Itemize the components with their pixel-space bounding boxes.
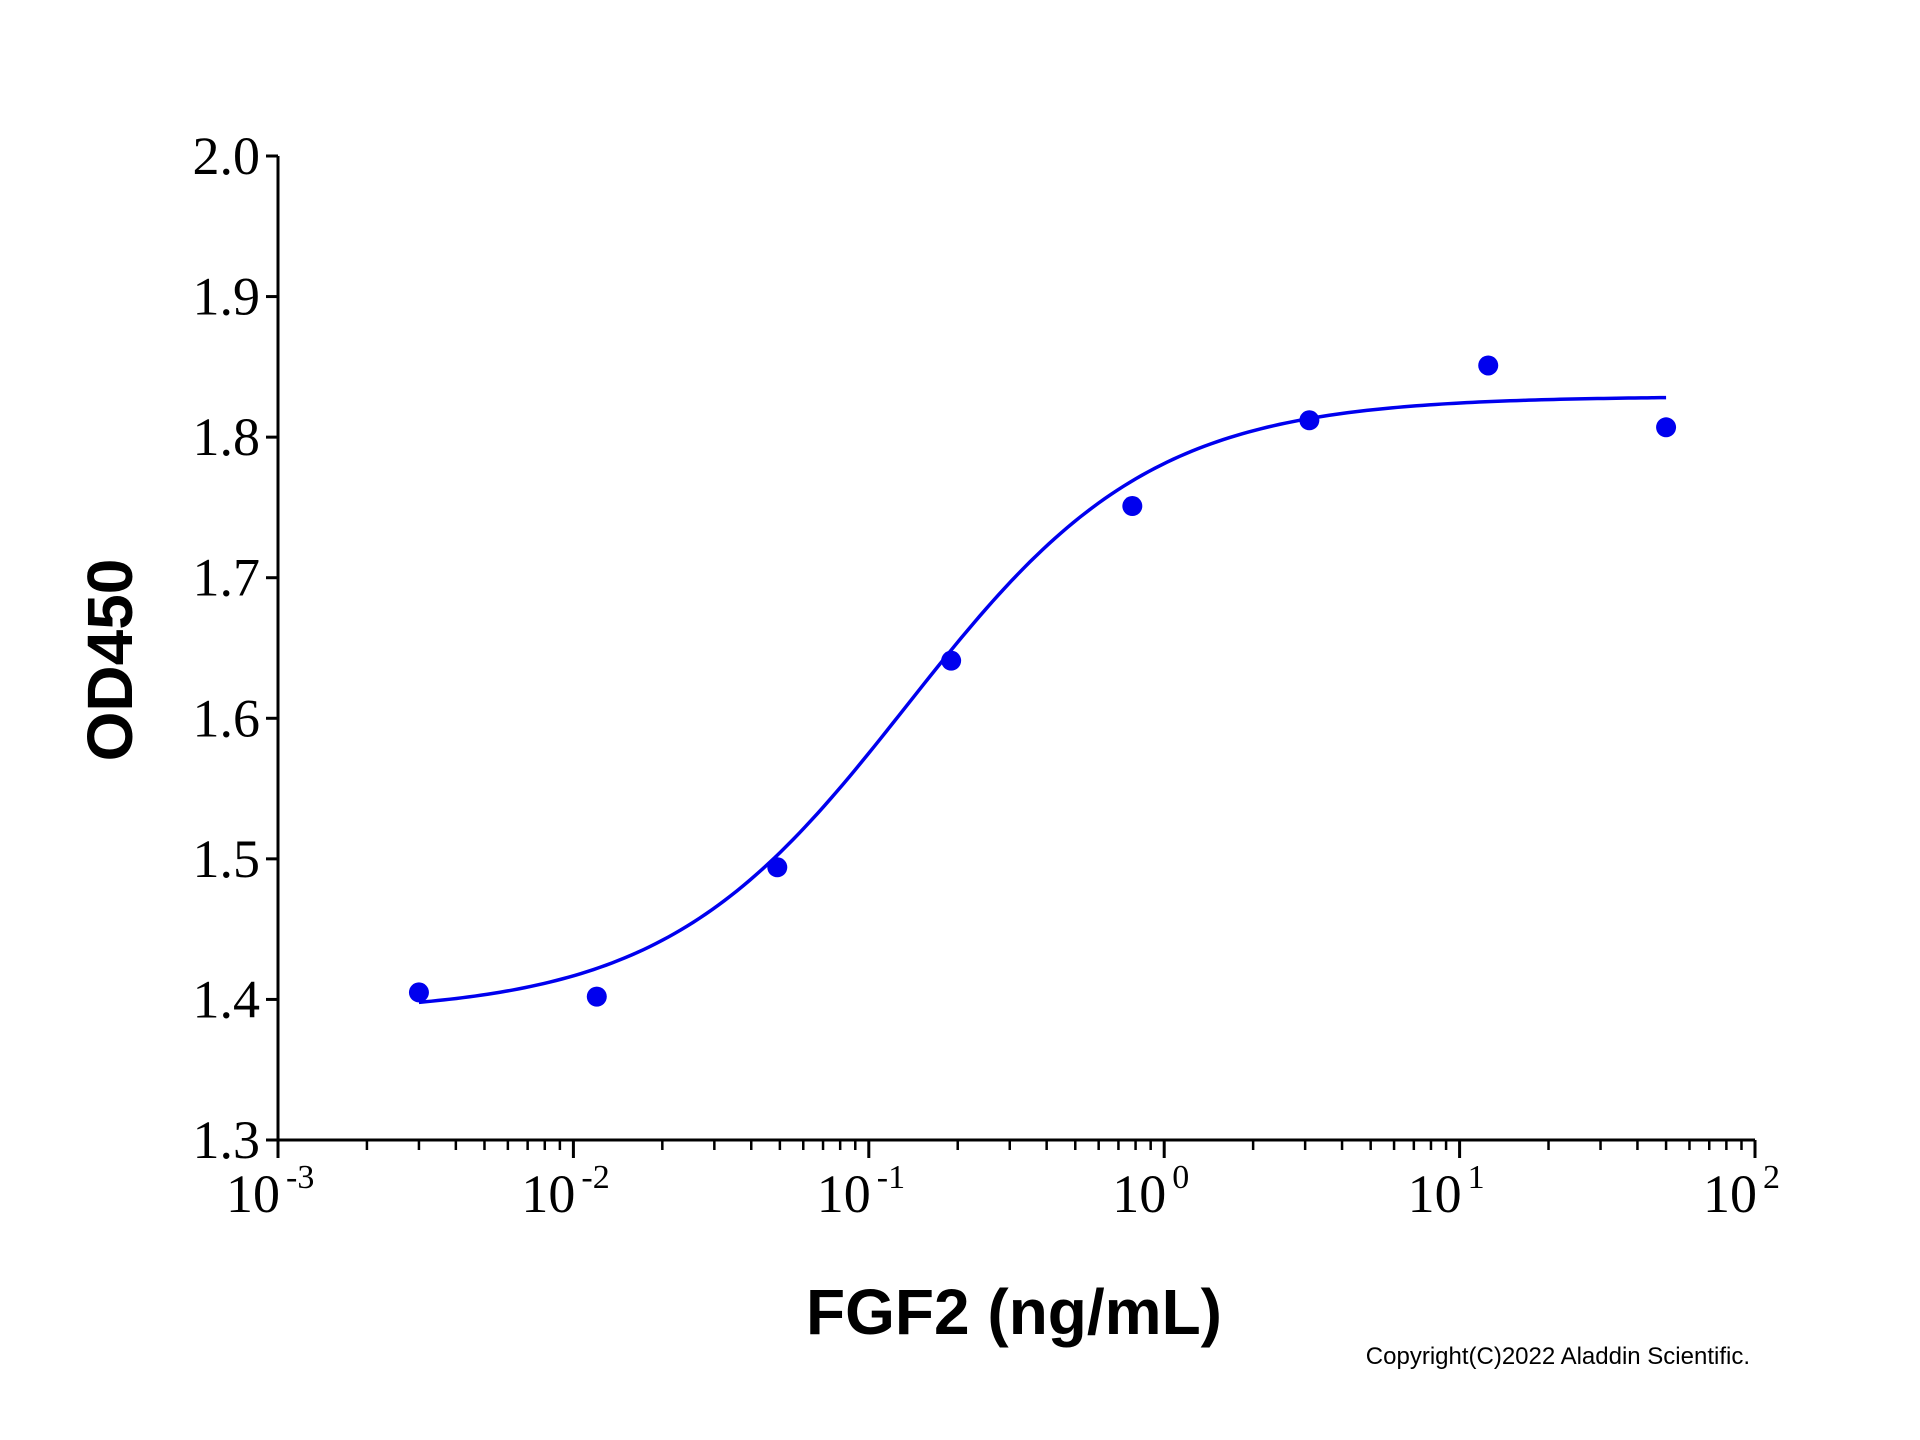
data-point: [1299, 410, 1320, 431]
x-tick-exponent: 1: [1468, 1159, 1485, 1196]
data-point: [586, 986, 607, 1007]
x-axis-title: FGF2 (ng/mL): [806, 1276, 1222, 1348]
y-tick-label: 1.7: [193, 548, 261, 608]
x-tick-exponent: 2: [1763, 1159, 1780, 1196]
x-tick-base: 10: [521, 1164, 575, 1224]
y-tick-label: 1.6: [193, 688, 261, 748]
data-point: [1122, 496, 1143, 517]
copyright-notice: Copyright(C)2022 Aladdin Scientific.: [1366, 1343, 1750, 1370]
y-axis-title: OD450: [74, 559, 146, 762]
axes: [276, 156, 1755, 1142]
data-point: [941, 650, 962, 671]
y-tick-label: 1.8: [193, 407, 261, 467]
y-tick-label: 2.0: [193, 126, 261, 186]
y-tick-label: 1.9: [193, 267, 261, 327]
data-point: [1478, 355, 1499, 376]
x-tick-base: 10: [817, 1164, 871, 1224]
data-point: [767, 857, 788, 878]
data-point: [408, 982, 429, 1003]
x-tick-base: 10: [226, 1164, 280, 1224]
x-tick-exponent: -3: [286, 1159, 314, 1196]
x-tick-base: 10: [1703, 1164, 1757, 1224]
x-tick-base: 10: [1408, 1164, 1462, 1224]
data-point: [1656, 417, 1677, 438]
x-axis-ticks: 10 -3 10 -2 10 -1 10 0 10 1 10 2: [226, 1140, 1780, 1224]
y-tick-label: 1.4: [193, 969, 261, 1029]
y-axis-ticks: 1.3 1.4 1.5 1.6 1.7 1.8 1.9 2.0: [193, 126, 278, 1170]
x-tick-exponent: 0: [1172, 1159, 1189, 1196]
y-tick-label: 1.3: [193, 1110, 261, 1170]
series: [408, 355, 1677, 1007]
fit-curve: [418, 395, 1667, 1005]
x-tick-exponent: -2: [581, 1159, 609, 1196]
x-tick-base: 10: [1112, 1164, 1166, 1224]
x-tick-exponent: -1: [877, 1159, 905, 1196]
y-tick-label: 1.5: [193, 829, 261, 889]
